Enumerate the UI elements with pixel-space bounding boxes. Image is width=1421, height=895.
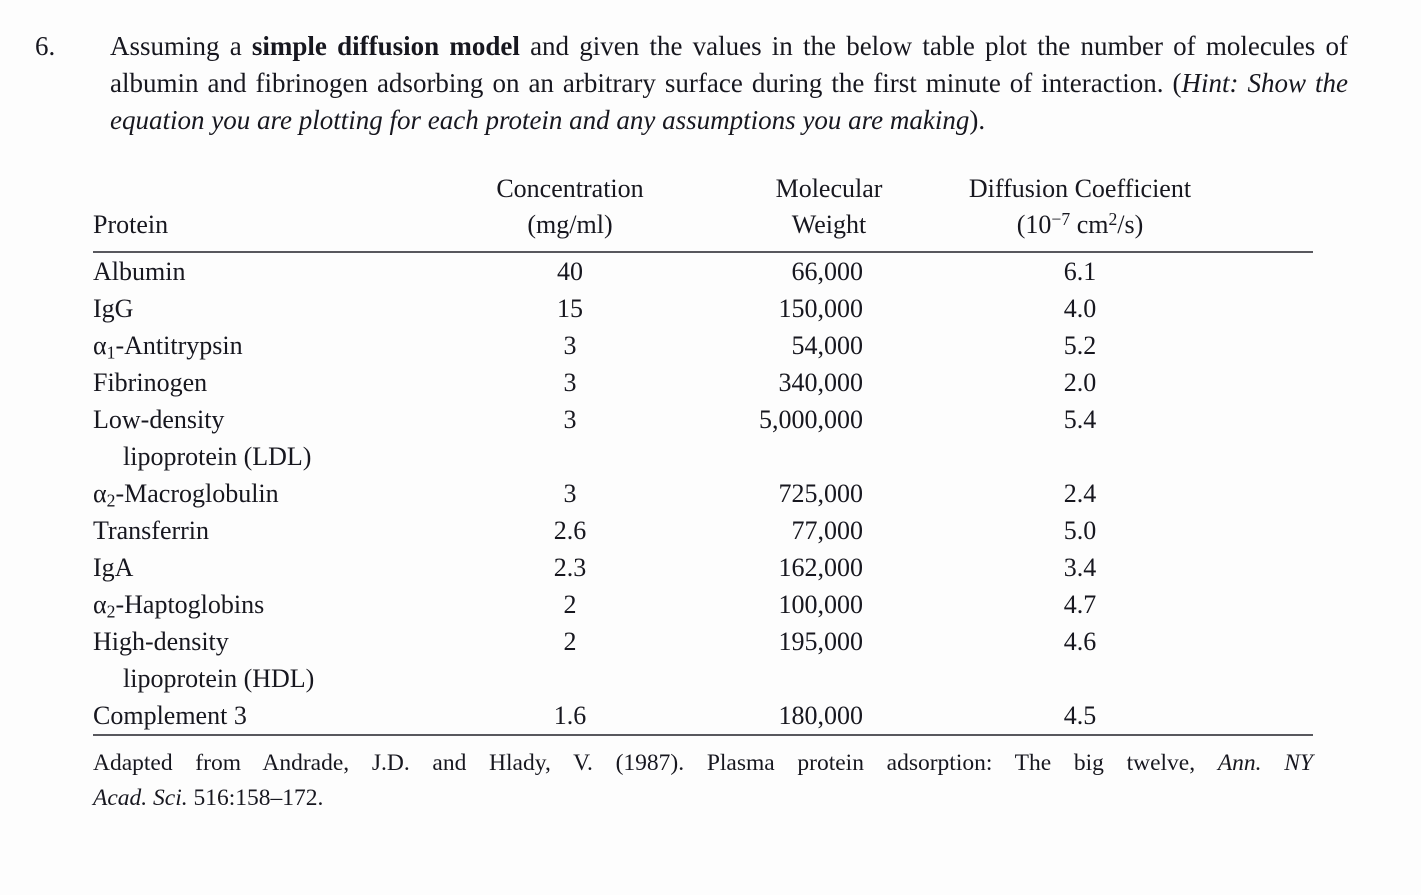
question-hint: Hint: Show the equation you are plotting… [110,68,1348,135]
table-body: Albumin 40 66,000 6.1 IgG 15 150,000 4.0 α1-Anti… [93,252,1313,735]
cell-protein: Fibrinogen [93,368,208,397]
cell-concentration: 2.3 [553,553,587,582]
question-part2: and given the values in the below table … [110,31,1348,98]
protein-table: Protein Concentration (mg/ml) Molecular … [93,171,1313,736]
table-row: IgA 2.3 162,000 3.4 [93,549,1313,586]
question-block: 6. Assuming a simple diffusion model and… [0,0,1421,139]
cell-diffusion-coefficient: 3.4 [1063,553,1097,582]
cell-molecular-weight: 195,000 [778,627,864,656]
header-molecular-weight: Molecular Weight [775,174,883,239]
table-row: IgG 15 150,000 4.0 [93,290,1313,327]
cell-molecular-weight: 150,000 [778,294,864,323]
cell-diffusion-coefficient: 4.0 [1063,294,1097,323]
cell-protein: α1-Antitrypsin [93,331,243,363]
footnote-line2-journal: Acad. Sci. [93,785,188,811]
cell-molecular-weight: 5,000,000 [759,405,863,434]
cell-molecular-weight: 66,000 [791,257,864,286]
table-row: Complement 3 1.6 180,000 4.5 [93,697,1313,735]
cell-protein: lipoprotein (HDL) [123,664,315,693]
footnote-line1-journal: Ann. NY [1217,750,1313,776]
question-part1: Assuming a [110,31,252,61]
question-bold-phrase: simple diffusion model [251,31,520,61]
cell-molecular-weight: 100,000 [778,590,864,619]
cell-molecular-weight: 77,000 [791,516,864,545]
cell-molecular-weight: 725,000 [778,479,864,508]
cell-diffusion-coefficient: 4.6 [1063,627,1097,656]
table-row: lipoprotein (HDL) [93,660,1313,697]
question-text: Assuming a simple diffusion model and gi… [110,28,1348,139]
table-row: α2-Macroglobulin 3 725,000 2.4 [93,475,1313,512]
table-row: Low-density 3 5,000,000 5.4 [93,401,1313,438]
footnote-line1-text: Adapted from Andrade, J.D. and Hlady, V.… [93,750,1218,776]
cell-protein: High-density [93,627,229,656]
question-part3: ). [969,105,986,135]
cell-diffusion-coefficient: 5.2 [1063,331,1097,360]
cell-concentration [480,438,660,475]
cell-concentration: 3 [563,405,577,434]
cell-diffusion-coefficient: 6.1 [1063,257,1097,286]
table-row: α1-Antitrypsin 3 54,000 5.2 [93,327,1313,364]
table-row: Albumin 40 66,000 6.1 [93,252,1313,290]
cell-concentration: 15 [557,294,583,323]
footnote-line2: Acad. Sci. 516:158–172. [93,781,1313,816]
table-row: Transferrin 2.6 77,000 5.0 [93,512,1313,549]
table-row: lipoprotein (LDL) [93,438,1313,475]
cell-diffusion-coefficient [940,438,1313,475]
cell-concentration: 2 [563,627,577,656]
cell-concentration: 3 [563,331,577,360]
cell-diffusion-coefficient: 4.7 [1063,590,1097,619]
cell-concentration [480,660,660,697]
cell-concentration: 40 [557,257,583,286]
cell-protein: lipoprotein (LDL) [123,442,312,471]
header-diffusion-coefficient: Diffusion Coefficient (10−7 cm2/s) [968,174,1192,239]
header-concentration: Concentration (mg/ml) [496,174,644,239]
cell-diffusion-coefficient: 5.0 [1063,516,1097,545]
cell-concentration: 1.6 [553,701,587,730]
cell-concentration: 3 [563,479,577,508]
table-header: Protein Concentration (mg/ml) Molecular … [93,171,1313,252]
cell-protein: α2-Macroglobulin [93,479,279,511]
cell-diffusion-coefficient [940,660,1313,697]
footnote-line1: Adapted from Andrade, J.D. and Hlady, V.… [93,746,1313,781]
cell-molecular-weight [660,438,940,475]
question-number: 6. [35,31,56,61]
cell-diffusion-coefficient: 2.0 [1063,368,1097,397]
footnote-line2-text: 516:158–172. [187,785,324,811]
cell-protein: Low-density [93,405,225,434]
table-row: High-density 2 195,000 4.6 [93,623,1313,660]
cell-molecular-weight: 54,000 [791,331,864,360]
cell-diffusion-coefficient: 5.4 [1063,405,1097,434]
cell-protein: α2-Haptoglobins [93,590,265,622]
cell-protein: Transferrin [93,516,210,545]
table-row: Fibrinogen 3 340,000 2.0 [93,364,1313,401]
cell-concentration: 2 [563,590,577,619]
cell-protein: Complement 3 [93,701,247,730]
cell-concentration: 3 [563,368,577,397]
cell-protein: Albumin [93,257,186,286]
cell-diffusion-coefficient: 2.4 [1063,479,1097,508]
cell-protein: IgG [93,294,134,323]
table-row: α2-Haptoglobins 2 100,000 4.7 [93,586,1313,623]
cell-diffusion-coefficient: 4.5 [1063,701,1097,730]
cell-molecular-weight [660,660,940,697]
cell-protein: IgA [93,553,134,582]
cell-molecular-weight: 180,000 [778,701,864,730]
cell-molecular-weight: 162,000 [778,553,864,582]
cell-concentration: 2.6 [553,516,587,545]
header-protein: Protein [93,210,169,239]
source-footnote: Adapted from Andrade, J.D. and Hlady, V.… [93,746,1313,816]
cell-molecular-weight: 340,000 [778,368,864,397]
protein-table-wrapper: Protein Concentration (mg/ml) Molecular … [93,171,1313,736]
